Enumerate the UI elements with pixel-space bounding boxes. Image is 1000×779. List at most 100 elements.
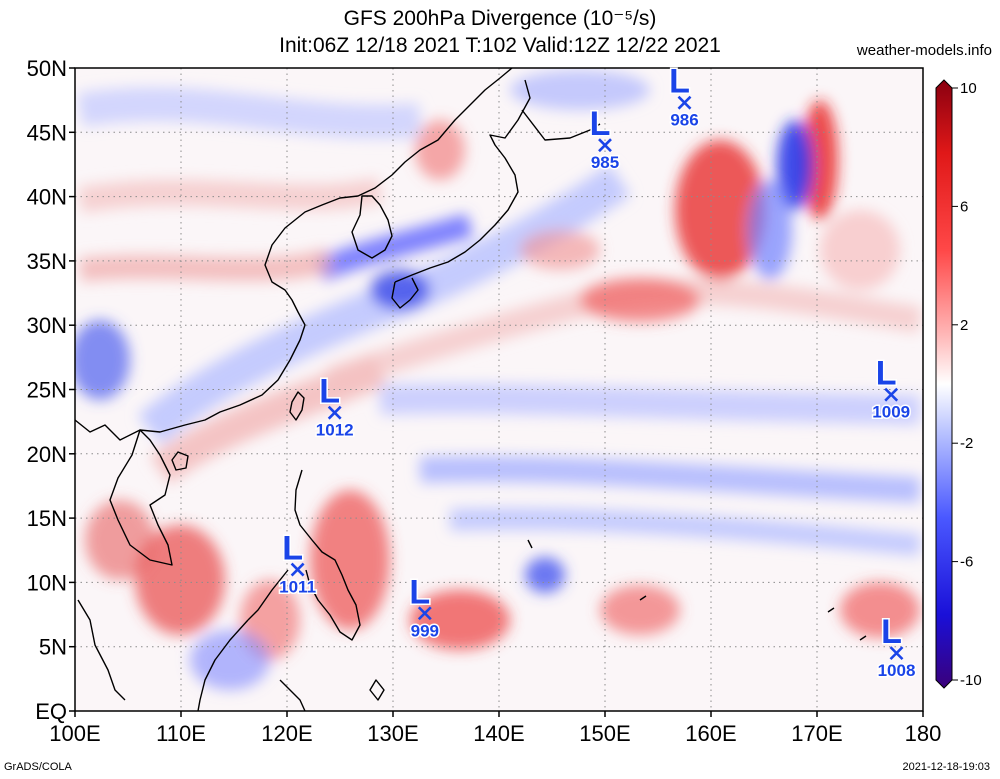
x-tick-label: 160E: [685, 721, 736, 746]
y-tick-label: 25N: [27, 378, 67, 403]
x-tick-label: 140E: [473, 721, 524, 746]
y-tick-label: 20N: [27, 442, 67, 467]
coast-indochina: [77, 429, 173, 701]
y-tick-label: 40N: [27, 185, 67, 210]
field-blob: [510, 70, 650, 110]
field-blob: [525, 557, 565, 593]
x-tick-label: 170E: [791, 721, 842, 746]
field-band: [449, 508, 922, 556]
y-tick-label: 10N: [27, 570, 67, 595]
y-tick-label: EQ: [35, 699, 67, 724]
field-blob: [190, 630, 270, 690]
field-blob: [135, 525, 225, 635]
low-center: L 1008: [876, 612, 917, 682]
low-cross-marker: [889, 646, 904, 661]
y-tick-label: 50N: [27, 56, 67, 81]
x-tick-label: 150E: [579, 721, 630, 746]
colorbar-tick-label: -6: [960, 554, 973, 571]
colorbar-tick-label: 10: [960, 80, 977, 97]
field-blob: [520, 230, 600, 270]
coast-asia: [75, 68, 513, 441]
field-blob: [802, 100, 838, 220]
field-blob: [580, 278, 700, 322]
field-band: [78, 248, 334, 282]
low-letter: L: [669, 63, 690, 101]
field-blob: [75, 320, 130, 400]
low-cross-marker: [327, 405, 342, 420]
field-blob: [600, 585, 680, 635]
coast-hainan: [171, 451, 189, 471]
low-cross-marker: [290, 562, 305, 577]
low-letter: L: [590, 105, 611, 143]
coast-philippines: [247, 469, 361, 641]
divergence-map: 100E 110E 120E 130E 140E 150E 160E 170E 180 EQ 5N 1…: [27, 56, 982, 746]
field-blob: [370, 270, 430, 310]
colorbar: 10 6 2 -2 -6 -10: [935, 79, 982, 689]
field-band: [419, 456, 921, 503]
colorbar-tick-label: -2: [960, 435, 973, 452]
site-credit: weather-models.info: [856, 42, 992, 59]
low-letter: L: [282, 530, 303, 568]
low-pressure-label: 985: [591, 153, 619, 172]
coast-sakhalin: [521, 109, 601, 141]
low-pressure-centers: L 1011 L 1012 L 999 L 985 L 986 L 1009 L 1008: [278, 61, 917, 682]
low-pressure-label: 1009: [872, 403, 910, 422]
field-blob: [415, 120, 465, 180]
coast-borneo: [197, 619, 306, 711]
field-blob: [675, 140, 765, 280]
field-blob: [777, 120, 813, 210]
coast-japan: [391, 79, 531, 309]
colorbar-ticks: 10 6 2 -2 -6 -10: [952, 80, 982, 689]
low-center: L 999: [408, 572, 441, 642]
field-blob: [748, 180, 792, 280]
field-blob: [840, 582, 920, 638]
colorbar-body: [935, 79, 953, 689]
low-pressure-label: 999: [411, 621, 439, 640]
x-tick-label: 130E: [367, 721, 418, 746]
low-pressure-label: 1011: [279, 578, 316, 597]
low-cross-marker: [884, 387, 899, 402]
low-center: L 1011: [278, 528, 318, 598]
field-blob: [410, 590, 510, 650]
y-tick-label: 45N: [27, 120, 67, 145]
low-letter: L: [876, 355, 897, 393]
low-cross-marker: [598, 138, 612, 153]
x-tick-label: 120E: [261, 721, 312, 746]
y-tick-label: 30N: [27, 313, 67, 338]
chart-title: GFS 200hPa Divergence (10⁻⁵/s): [343, 7, 657, 30]
field-band: [77, 87, 422, 139]
footer-timestamp: 2021-12-18-19:03: [902, 761, 990, 773]
chart-subtitle: Init:06Z 12/18 2021 T:102 Valid:12Z 12/2…: [279, 34, 721, 57]
low-letter: L: [319, 373, 340, 411]
low-pressure-label: 1012: [316, 421, 354, 440]
coastlines: [75, 68, 867, 711]
x-tick-label: 110E: [156, 721, 206, 746]
field-band: [77, 177, 384, 213]
low-center: L 986: [668, 61, 701, 131]
coast-korea: [351, 195, 393, 259]
low-pressure-label: 986: [670, 111, 698, 130]
lat-lon-grid: [75, 68, 923, 711]
low-center: L 985: [588, 104, 621, 174]
low-letter: L: [881, 613, 902, 651]
colorbar-tick-label: 2: [960, 317, 968, 334]
field-band: [379, 383, 921, 425]
low-letter: L: [409, 573, 430, 611]
field-blob: [85, 500, 155, 580]
colorbar-tick-label: -10: [960, 672, 982, 689]
coast-islands: [369, 539, 867, 701]
y-tick-label: 5N: [39, 635, 67, 660]
coast-taiwan: [289, 391, 305, 421]
low-center: L 1009: [871, 353, 912, 423]
low-center: L 1012: [314, 371, 355, 441]
low-pressure-label: 1008: [878, 661, 916, 680]
colorbar-tick-label: 6: [960, 198, 968, 215]
x-tick-label: 180: [905, 721, 942, 746]
map-axes: 100E 110E 120E 130E 140E 150E 160E 170E 180 EQ 5N 1…: [27, 56, 942, 746]
x-tick-label: 100E: [49, 721, 100, 746]
field-blob: [820, 210, 900, 290]
y-tick-label: 35N: [27, 249, 67, 274]
field-blob: [310, 490, 390, 630]
low-cross-marker: [417, 606, 432, 621]
divergence-field: [75, 70, 923, 690]
